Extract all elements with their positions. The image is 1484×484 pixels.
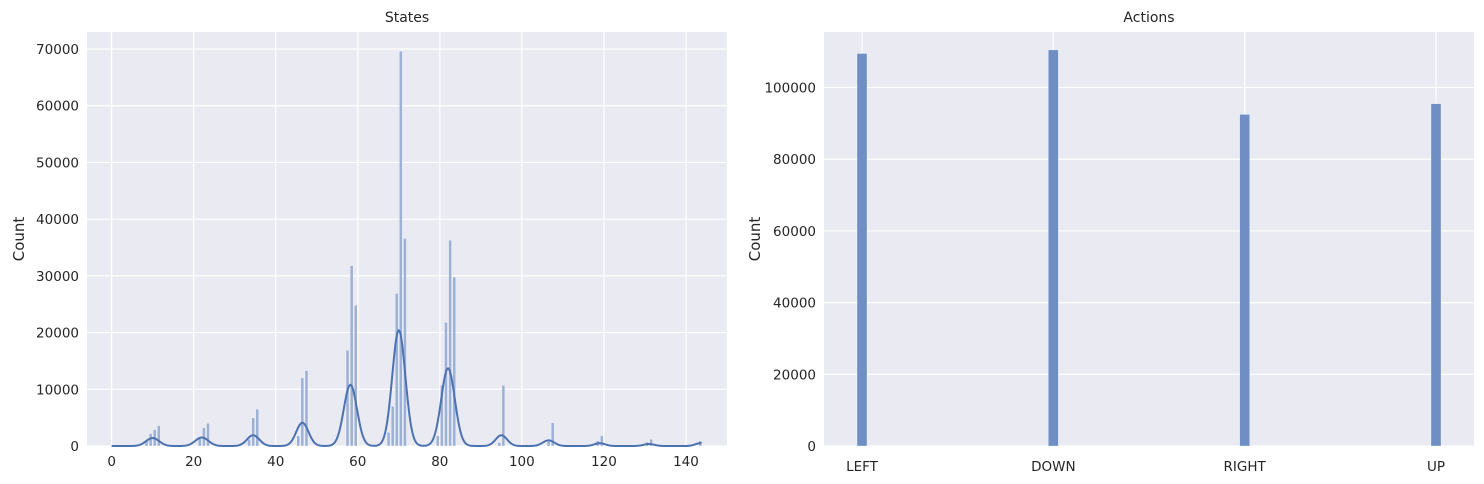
actions-plot-area	[824, 32, 1474, 446]
states-histogram-bar	[546, 441, 551, 447]
states-x-tick-label: 100	[509, 454, 535, 470]
states-x-tick-label: 60	[349, 454, 366, 470]
actions-x-tick-label: LEFT	[846, 459, 879, 475]
states-histogram-bar	[247, 439, 251, 447]
states-y-tick-label: 70000	[36, 42, 79, 58]
states-histogram-bar	[300, 377, 305, 447]
states-y-tick-label: 50000	[36, 155, 79, 171]
states-histogram-bar	[354, 305, 358, 447]
states-histogram-bar	[551, 422, 555, 447]
states-x-tick-label: 0	[107, 454, 116, 470]
actions-y-tick-label: 100000	[764, 81, 816, 97]
states-histogram-bar	[448, 239, 452, 447]
states-y-tick-label: 20000	[36, 326, 79, 342]
states-histogram-bar	[395, 293, 399, 447]
states-histogram-bar	[296, 435, 300, 447]
actions-y-tick-label: 0	[807, 439, 816, 455]
actions-x-tick-label: DOWN	[1031, 459, 1075, 475]
states-histogram-bar	[600, 435, 604, 447]
actions-bar-panel: Actions LEFT DOWN RIGHT UP 0 20000 40000 60000 80…	[746, 10, 1474, 475]
states-x-tick-label: 120	[591, 454, 617, 470]
states-histogram-bar	[497, 442, 501, 447]
states-histogram-bar	[391, 406, 395, 447]
states-x-tick-label: 140	[673, 454, 699, 470]
states-histogram-bar	[452, 276, 456, 447]
states-histogram-bar	[349, 265, 354, 447]
states-histogram-bar	[440, 385, 444, 447]
actions-bar-right	[1239, 114, 1250, 447]
states-y-tick-label: 10000	[36, 382, 79, 398]
states-histogram-bar	[436, 435, 440, 447]
states-x-tick-label: 40	[267, 454, 284, 470]
states-histogram-panel: States 0 20 40 60 80 100 120 140 0 10000 20000 30000…	[10, 10, 727, 470]
actions-y-tick-label: 40000	[773, 296, 816, 312]
actions-y-tick-label: 60000	[773, 224, 816, 240]
states-histogram-bar	[255, 408, 259, 447]
states-x-tick-label: 80	[431, 454, 448, 470]
states-histogram-bar	[444, 322, 448, 447]
states-histogram-bar	[206, 423, 210, 447]
states-kde-line	[111, 328, 702, 447]
states-y-tick-label: 0	[70, 439, 79, 455]
actions-x-tick-label: UP	[1427, 459, 1445, 475]
states-title: States	[385, 10, 429, 26]
actions-bar-left	[856, 53, 868, 447]
states-histogram-bar	[198, 438, 202, 447]
states-y-tick-label: 30000	[36, 269, 79, 285]
actions-bar-down	[1048, 49, 1059, 447]
states-histogram-bar	[157, 425, 161, 447]
actions-x-tick-label: RIGHT	[1224, 459, 1267, 475]
states-y-axis-label: Count	[10, 217, 28, 262]
states-histogram-bar	[386, 432, 391, 447]
actions-y-axis-label: Count	[746, 217, 764, 262]
states-y-tick-label: 40000	[36, 212, 79, 228]
actions-y-tick-label: 20000	[773, 367, 816, 383]
actions-y-tick-label: 80000	[773, 152, 816, 168]
states-histogram-bar	[251, 417, 255, 447]
states-histogram-bar	[403, 238, 407, 447]
actions-bar-up	[1430, 103, 1442, 447]
actions-title: Actions	[1123, 10, 1174, 26]
states-histogram-bar	[649, 439, 653, 447]
states-x-tick-label: 20	[185, 454, 202, 470]
states-y-tick-label: 60000	[36, 99, 79, 115]
states-histogram-bar	[399, 51, 403, 447]
states-histogram-bar	[501, 385, 506, 447]
states-histogram-bar	[304, 370, 309, 447]
